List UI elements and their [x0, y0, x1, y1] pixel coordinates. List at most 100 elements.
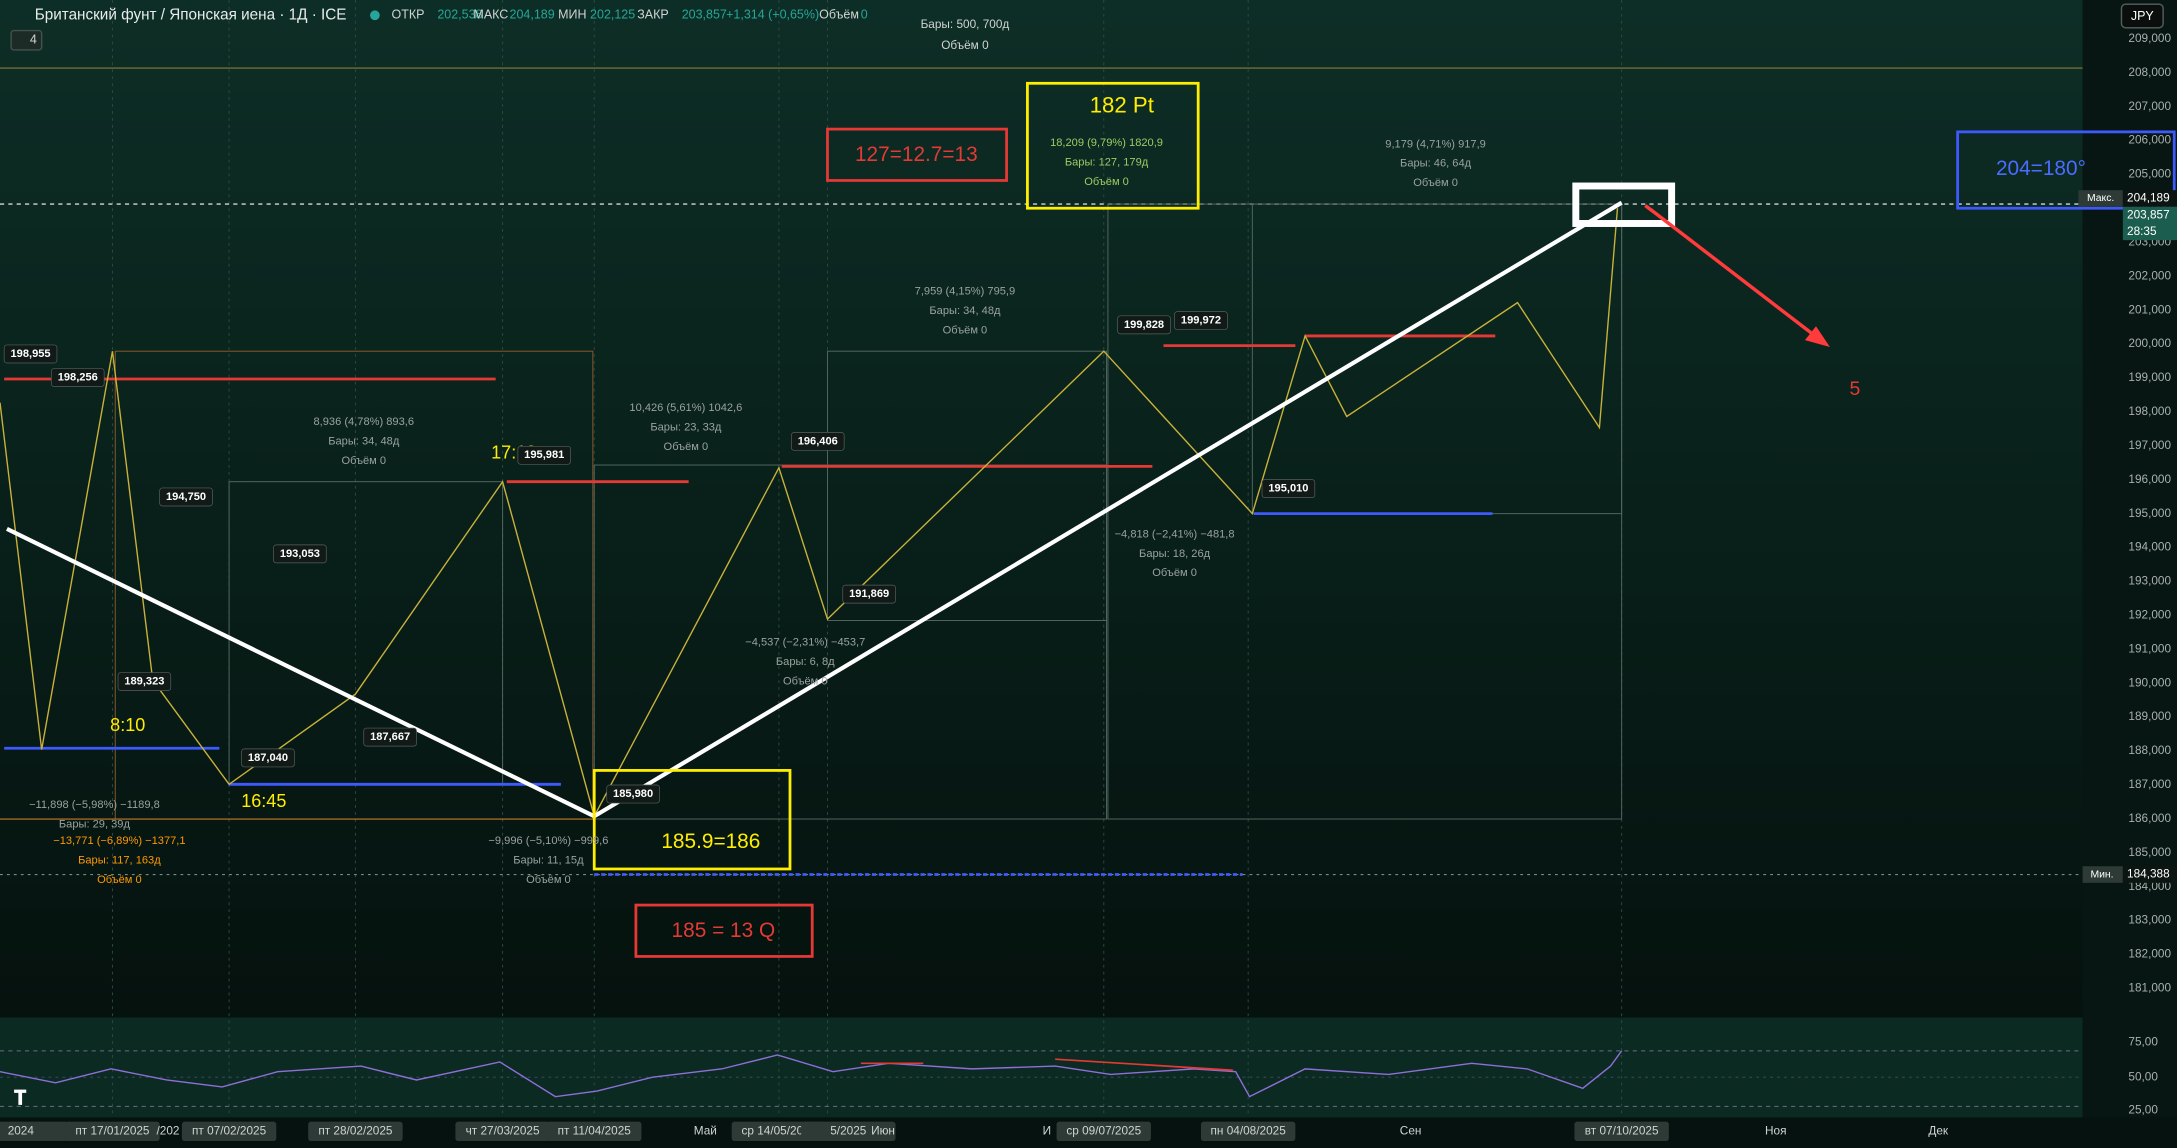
price-label: 197,000: [2128, 438, 2171, 452]
measure-text: 10,426 (5,61%) 1042,6: [629, 402, 742, 414]
pivot-label: 199,828: [1124, 319, 1164, 331]
time-label: вт 07/10/2025: [1585, 1123, 1659, 1137]
pivot-label-bg: [606, 784, 660, 804]
indicator-count: 4: [30, 33, 37, 47]
min-value: 184,388: [2127, 867, 2170, 881]
measure-text: −11,898 (−5,98%) −1189,8: [29, 799, 160, 811]
time-label-bg: [0, 1121, 69, 1142]
pivot-label-bg: [1117, 315, 1171, 335]
price-label: 198,000: [2128, 404, 2171, 418]
pivot-label-bg: [273, 544, 327, 564]
max-value-bg: [2122, 190, 2177, 207]
measure-text: Объём 0: [664, 441, 709, 453]
time-label: пт 17/01/2025: [75, 1123, 150, 1137]
range-bars: Бары: 500, 700д: [921, 17, 1010, 31]
min-tag-bg: [2082, 866, 2123, 883]
pivot-label-bg: [791, 432, 845, 451]
rsi-label: 50,00: [2128, 1069, 2158, 1083]
price-label: 202,000: [2128, 268, 2171, 282]
annotation-text: 185.9=186: [661, 830, 760, 853]
price-label: 205,000: [2128, 167, 2171, 181]
time-label-bg: [1200, 1121, 1296, 1142]
ohlc-change: +1,314 (+0,65%): [726, 8, 819, 22]
measure-text: Объём 0: [1413, 177, 1458, 189]
max-tag: Макс.: [2087, 193, 2114, 204]
measure-text: Объём 0: [526, 874, 571, 886]
currency-label[interactable]: JPY: [2131, 9, 2155, 23]
price-label: 181,000: [2128, 981, 2171, 995]
pivot-label: 189,323: [124, 676, 164, 688]
pivot-label: 199,972: [1181, 315, 1221, 327]
price-label: 187,000: [2128, 777, 2171, 791]
time-label-bg: [455, 1121, 550, 1142]
ohlc-close: 203,857: [682, 8, 727, 22]
measure-text: Бары: 34, 48д: [328, 435, 400, 447]
time-label: чт 27/03/2025: [466, 1123, 540, 1137]
annotation-text: 16:45: [241, 791, 286, 811]
range-volume: Объём 0: [941, 38, 989, 52]
max-value: 204,189: [2127, 191, 2170, 205]
measure-text: Объём 0: [943, 324, 988, 336]
measure-text: 8,936 (4,78%) 893,6: [313, 416, 414, 428]
annotation-box: [634, 903, 814, 958]
currency-button[interactable]: [2120, 3, 2164, 29]
annotation-box: [1026, 81, 1200, 210]
time-label: 2024: [8, 1123, 35, 1137]
ohlc-low-label: МИН: [558, 8, 586, 22]
ohlc-low: 202,125: [590, 8, 635, 22]
time-label: пт 07/02/2025: [192, 1123, 267, 1137]
price-label: 199,000: [2128, 370, 2171, 384]
price-label: 209,000: [2128, 31, 2171, 45]
time-label: 5/2025: [830, 1123, 867, 1137]
pivot-label: 185,980: [613, 788, 653, 800]
pivot-label-bg: [363, 727, 417, 747]
arrow-head: [1804, 326, 1830, 348]
drawings: [0, 67, 2176, 1107]
ohlc-open-label: ОТКР: [392, 8, 425, 22]
pivot-label: 187,667: [370, 731, 410, 743]
trendline: [593, 200, 1623, 819]
min-tag: Мин.: [2090, 869, 2113, 880]
pivot-label: 187,040: [248, 752, 288, 764]
measure-text: Объём 0: [97, 874, 142, 886]
measure-text: Бары: 11, 15д: [513, 855, 584, 867]
measure-box: [826, 350, 1108, 621]
time-label-bg: [1574, 1121, 1669, 1142]
price-label: 182,000: [2128, 947, 2171, 961]
measure-text: Объём 0: [1084, 176, 1129, 188]
pivot-label-bg: [51, 368, 105, 387]
pivot-label-bg: [517, 445, 571, 465]
pivot-label-bg: [1261, 479, 1316, 498]
rsi-panel: [0, 1017, 2083, 1118]
price-label: 201,000: [2128, 302, 2171, 316]
pivot-label-bg: [1174, 311, 1228, 331]
pivot-label: 198,955: [10, 348, 50, 360]
measure-text: Бары: 34, 48д: [929, 305, 1001, 317]
measure-text: 7,959 (4,15%) 795,9: [915, 285, 1016, 297]
measure-text: 18,209 (9,79%) 1820,9: [1050, 137, 1163, 149]
ohlc-volume-label: Объём: [819, 8, 859, 22]
time-label-bg: [547, 1121, 642, 1142]
rsi-label: 75,00: [2128, 1035, 2158, 1049]
ohlc-high-label: МАКС: [473, 8, 508, 22]
measure-text: −13,771 (−6,89%) −1377,1: [53, 835, 185, 847]
time-label: Июн: [871, 1123, 895, 1137]
price-label: 189,000: [2128, 709, 2171, 723]
price-label: 183,000: [2128, 913, 2171, 927]
time-label-bg: [308, 1121, 403, 1142]
price-label: 190,000: [2128, 675, 2171, 689]
price-label: 191,000: [2128, 641, 2171, 655]
price-label: 193,000: [2128, 574, 2171, 588]
price-label: 186,000: [2128, 811, 2171, 825]
annotation-box: [826, 127, 1008, 182]
measure-text: Объём 0: [1152, 567, 1197, 579]
labels: Британский фунт / Японская иена · 1Д · I…: [0, 3, 2177, 1142]
target-box: [1572, 182, 1676, 227]
status-dot: [370, 10, 380, 21]
time-label: Май: [694, 1123, 717, 1137]
time-label: /202: [157, 1123, 180, 1137]
measure-text: Бары: 23, 33д: [650, 421, 722, 433]
